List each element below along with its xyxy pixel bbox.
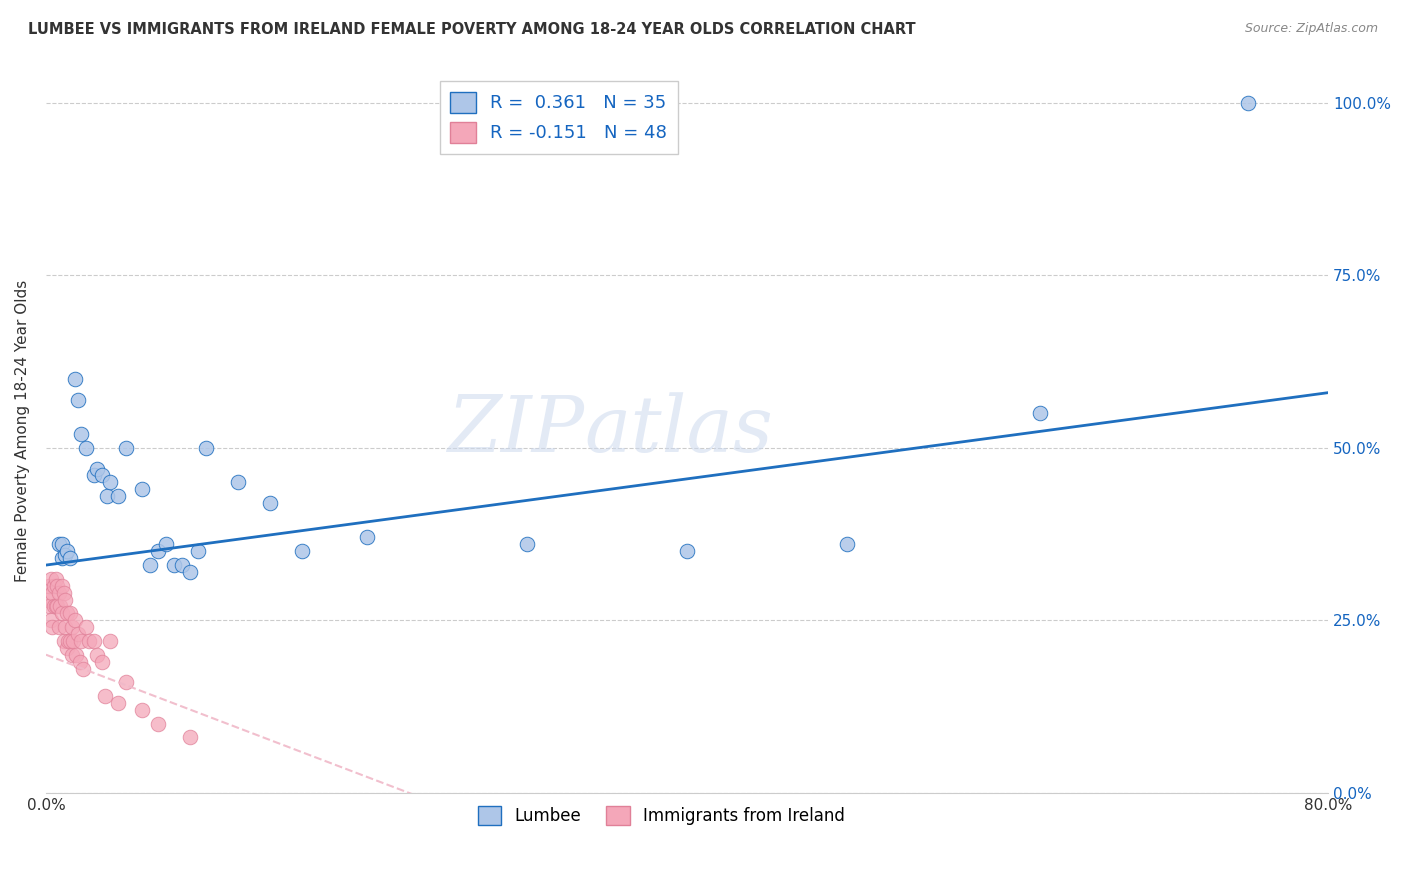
Point [66,627,89,641]
Point [48,585,70,599]
Point [49,599,72,614]
Point [837,537,859,551]
Point [131,703,153,717]
Point [77,634,100,648]
Point [179,731,201,745]
Point [59,607,82,621]
Point [516,537,538,551]
Point [83,634,105,648]
Point [86,648,108,662]
Point [60,648,83,662]
Point [52,585,75,599]
Point [69,655,91,669]
Point [56,607,79,621]
Text: ZIP: ZIP [447,392,585,468]
Point [187,544,209,558]
Point [46,599,69,614]
Point [94,689,117,703]
Point [70,427,93,442]
Point [676,544,699,558]
Point [86,461,108,475]
Point [56,544,79,558]
Point [62,634,84,648]
Point [53,548,76,562]
Point [98,634,121,648]
Point [75,620,97,634]
Point [155,537,177,551]
Point [115,441,138,455]
Point [60,620,83,634]
Point [51,551,73,566]
Point [59,551,82,566]
Point [65,648,87,662]
Text: Source: ZipAtlas.com: Source: ZipAtlas.com [1244,22,1378,36]
Point [37,592,59,607]
Point [53,620,76,634]
Point [107,489,129,503]
Point [39,613,62,627]
Point [70,634,93,648]
Point [179,565,201,579]
Point [195,441,218,455]
Point [226,475,249,490]
Text: atlas: atlas [585,392,773,468]
Point [63,372,86,386]
Point [45,572,67,586]
Point [91,655,114,669]
Point [259,496,281,510]
Point [1028,406,1050,420]
Point [53,592,76,607]
Text: LUMBEE VS IMMIGRANTS FROM IRELAND FEMALE POVERTY AMONG 18-24 YEAR OLDS CORRELATI: LUMBEE VS IMMIGRANTS FROM IRELAND FEMALE… [28,22,915,37]
Point [51,579,73,593]
Point [45,599,67,614]
Point [1237,95,1260,110]
Point [58,634,80,648]
Point [107,696,129,710]
Point [39,572,62,586]
Point [41,585,63,599]
Point [131,482,153,496]
Point [51,607,73,621]
Point [59,634,82,648]
Point [75,441,97,455]
Point [41,620,63,634]
Point [42,599,65,614]
Point [52,634,75,648]
Point [63,613,86,627]
Point [91,468,114,483]
Point [38,599,60,614]
Point [115,675,138,690]
Point [66,392,89,407]
Legend: Lumbee, Immigrants from Ireland: Lumbee, Immigrants from Ireland [468,796,855,835]
Y-axis label: Female Poverty Among 18-24 Year Olds: Female Poverty Among 18-24 Year Olds [15,279,30,582]
Point [38,579,60,593]
Point [139,558,162,572]
Point [72,661,94,675]
Point [291,544,314,558]
Point [42,579,65,593]
Point [146,544,169,558]
Point [146,716,169,731]
Point [46,579,69,593]
Point [356,531,378,545]
Point [51,537,73,551]
Point [48,620,70,634]
Point [83,468,105,483]
Point [172,558,194,572]
Point [98,475,121,490]
Point [96,489,118,503]
Point [48,537,70,551]
Point [163,558,186,572]
Point [56,640,79,655]
